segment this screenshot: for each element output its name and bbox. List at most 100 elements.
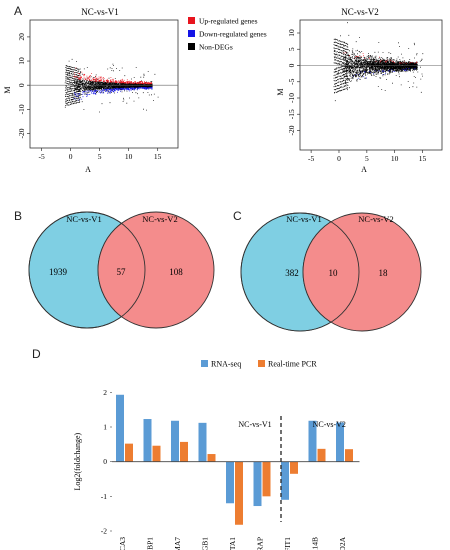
venn-b-only-left-count: 1939	[49, 267, 68, 277]
legend-label-nondeg: Non-DEGs	[199, 43, 233, 52]
x-tick-label: 15	[154, 152, 162, 161]
group-label-nc-vs-v1: NC-vs-V1	[238, 420, 271, 429]
bar-y-tick-label: 2	[103, 388, 107, 397]
ma2-ylabel: M	[276, 88, 285, 95]
panel-d-letter: D	[32, 347, 41, 361]
y-tick-label: -20	[17, 128, 26, 138]
venn-c-intersection-count: 10	[329, 268, 339, 278]
venn-c: NC-vs-V1 NC-vs-V2 382 10 18	[240, 212, 422, 332]
ma1-x-axis: -5 0 5 10 15	[38, 148, 162, 161]
bar-y-tick-label: 1	[103, 423, 107, 432]
bar-rna-seq-cdca3	[116, 394, 124, 462]
venn-c-only-left-count: 382	[285, 268, 299, 278]
bar-pcr-gabarap	[262, 461, 271, 497]
ma-plot-nc-vs-v2: NC-vs-V2 -5 0 5 10 15 -20 -15 -10 -5 0 5 10 A M	[276, 7, 443, 174]
x-tick-label: 5	[365, 154, 369, 163]
bar-rna-seq-psma7	[171, 420, 179, 462]
group-label-nc-vs-v2: NC-vs-V2	[313, 420, 346, 429]
bar-pcr-ranbp1	[152, 445, 161, 462]
x-tick-label: 15	[419, 154, 427, 163]
bar-pcr-higd2a	[345, 449, 353, 462]
bar-category-label: PPP1R14B	[311, 537, 320, 550]
venn-b-left-name: NC-vs-V1	[66, 214, 101, 224]
bar-pcr-ppp1r14b	[317, 448, 326, 462]
legend-swatch-up	[188, 17, 195, 24]
x-tick-label: 10	[391, 154, 399, 163]
bar-chart-validation: -2 -1 0 1 2 CDCA3 RANBP1 PSMA7 HMGB1 GSTA1 GABARA…	[73, 360, 360, 550]
x-tick-label: 5	[98, 152, 102, 161]
x-tick-label: 10	[125, 152, 133, 161]
ma-point-cloud	[333, 22, 424, 102]
bar-category-label: HIGD2A	[338, 536, 347, 550]
ma1-ylabel: M	[3, 86, 12, 93]
legend-swatch-down	[188, 30, 195, 37]
bar-pcr-gsta1	[235, 461, 243, 525]
x-tick-label: -5	[38, 152, 44, 161]
ma1-title: NC-vs-V1	[81, 7, 119, 17]
bar-pcr-ifit1	[290, 461, 298, 474]
bar-rna-seq-gsta1	[226, 461, 234, 504]
bar-category-label: PSMA7	[173, 537, 182, 550]
ma-plot-nc-vs-v1: NC-vs-V1 -5 0 5 10 15 -20 -10 0 10 20 A M Up-reg…	[3, 7, 267, 174]
panel-a-letter: A	[14, 4, 22, 18]
ma1-legend: Up-regulated genes Down-regulated genes …	[188, 17, 267, 52]
x-tick-label: -5	[308, 154, 314, 163]
ma1-points	[30, 58, 178, 113]
bar-pcr-hmgb1	[207, 454, 216, 462]
y-tick-label: -10	[287, 93, 296, 103]
ma-point-cloud	[343, 52, 418, 64]
panel-b-letter: B	[14, 209, 22, 223]
legend-label-realtime-pcr: Real-time PCR	[268, 360, 317, 369]
ma1-xlabel: A	[85, 165, 91, 174]
y-tick-label: 0	[287, 63, 296, 67]
bar-category-label: HMGB1	[201, 537, 210, 550]
bar-pcr-cdca3	[125, 443, 133, 462]
venn-b-left-outline	[28, 211, 146, 329]
bar-category-label: CDCA3	[118, 537, 127, 550]
y-tick-label: 20	[17, 33, 26, 41]
ma2-title: NC-vs-V2	[341, 7, 379, 17]
x-tick-label: 0	[69, 152, 73, 161]
venn-b: NC-vs-V1 NC-vs-V2 1939 57 108	[28, 211, 215, 329]
legend-swatch-rna-seq	[201, 360, 208, 367]
legend-swatch-realtime-pcr	[258, 360, 265, 367]
legend-label-down: Down-regulated genes	[199, 30, 267, 39]
venn-c-only-right-count: 18	[379, 268, 389, 278]
bar-category-label: RANBP1	[146, 537, 155, 550]
x-tick-label: 0	[337, 154, 341, 163]
legend-label-rna-seq: RNA-seq	[211, 360, 241, 369]
y-tick-label: 10	[17, 57, 26, 65]
bar-rna-seq-higd2a	[336, 422, 344, 462]
y-tick-label: 0	[17, 83, 26, 87]
y-tick-label: -15	[287, 109, 296, 119]
venn-b-only-right-count: 108	[169, 267, 183, 277]
bar-ylabel: Log2(foldchange)	[73, 432, 82, 490]
bar-y-tick-label: -2	[101, 527, 107, 536]
venn-c-right-name: NC-vs-V2	[358, 214, 393, 224]
bar-category-label: IFIT1	[283, 537, 292, 550]
ma-point-cloud	[64, 58, 159, 113]
venn-b-intersection-count: 57	[117, 267, 127, 277]
bar-rna-seq-ppp1r14b	[308, 420, 317, 462]
bar-pcr-psma7	[180, 441, 188, 462]
bar-category-label: GABARAP	[256, 537, 265, 550]
bar-rna-seq-gabarap	[253, 461, 262, 507]
y-tick-label: 5	[287, 47, 296, 51]
venn-b-overlap	[97, 212, 145, 328]
panel-c-letter: C	[233, 209, 242, 223]
ma-point-cloud	[73, 86, 153, 101]
y-tick-label: -20	[287, 125, 296, 135]
legend-label-up: Up-regulated genes	[199, 17, 258, 26]
venn-c-left-outline	[240, 212, 360, 332]
bar-y-tick-label: -1	[101, 492, 107, 501]
ma1-y-axis: -20 -10 0 10 20	[17, 33, 30, 139]
ma2-plot-frame	[299, 19, 443, 151]
ma2-x-axis: -5 0 5 10 15	[308, 150, 427, 163]
legend-swatch-nondeg	[188, 43, 195, 50]
ma-point-cloud	[73, 67, 153, 85]
bar-rna-seq-ranbp1	[143, 419, 152, 462]
ma2-xlabel: A	[361, 165, 367, 174]
bar-rna-seq-hmgb1	[198, 422, 207, 462]
y-tick-label: -5	[287, 78, 296, 84]
